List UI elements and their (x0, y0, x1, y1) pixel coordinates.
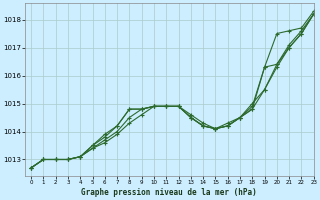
X-axis label: Graphe pression niveau de la mer (hPa): Graphe pression niveau de la mer (hPa) (82, 188, 257, 197)
